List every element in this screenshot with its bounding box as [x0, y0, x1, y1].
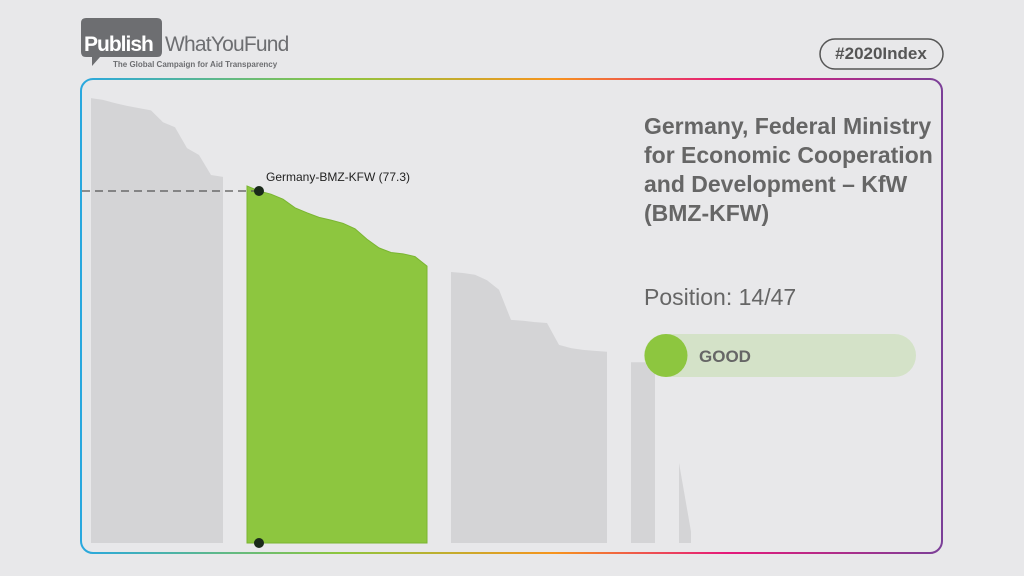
highlight-area [246, 185, 428, 544]
plot: Germany-BMZ-KFW (77.3) [82, 98, 691, 548]
logo-left: Publish [84, 33, 153, 56]
logo-right: WhatYouFund [165, 33, 289, 56]
tag-border [819, 38, 944, 70]
highlight-point [254, 185, 264, 196]
area [91, 98, 223, 543]
rating-dot [644, 334, 688, 377]
area [631, 362, 655, 543]
area [679, 462, 691, 543]
position: Position: 14/47 [644, 284, 797, 310]
annotation: Germany-BMZ-KFW (77.3) [266, 170, 410, 184]
tagline: The Global Campaign for Aid Transparency [113, 60, 278, 69]
base-point [254, 538, 264, 548]
rating-bar [644, 334, 916, 377]
logo-bubble [81, 18, 162, 66]
org-title: Germany, Federal Ministry for Economic C… [644, 113, 933, 226]
area [451, 272, 607, 543]
tag: #2020Index [835, 44, 927, 63]
rating: GOOD [699, 347, 751, 366]
panel-border [80, 78, 943, 554]
